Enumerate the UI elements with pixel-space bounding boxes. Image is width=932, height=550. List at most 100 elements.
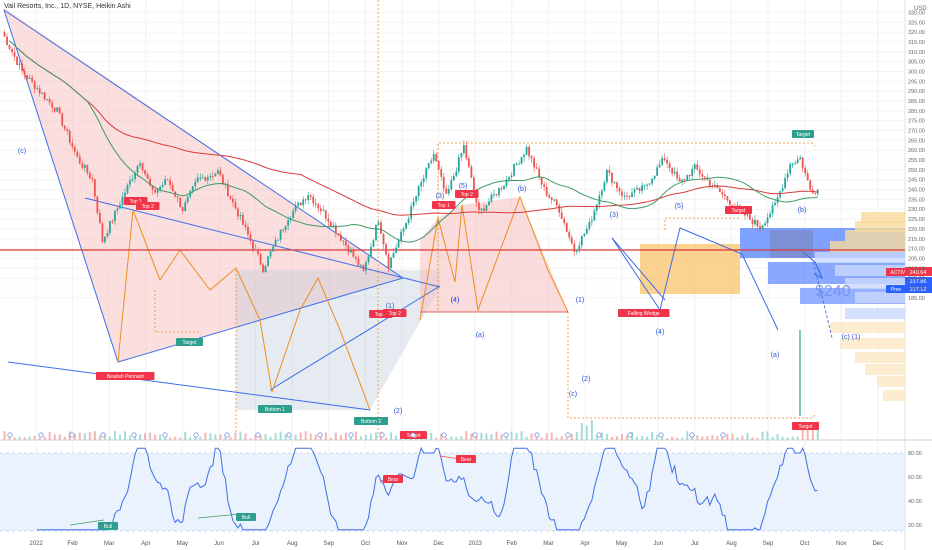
projection-dashed (812, 261, 833, 339)
candle-body (678, 178, 681, 182)
candle-body (467, 158, 470, 167)
candle-body (199, 177, 202, 179)
candle-body (570, 237, 573, 244)
volume-bar (580, 423, 583, 440)
candle-body (746, 214, 749, 216)
candle-body (365, 262, 367, 271)
candle-body (683, 179, 686, 181)
pattern-label-bg (725, 206, 752, 214)
candle-body (816, 189, 819, 194)
volume-bar (239, 431, 242, 440)
pattern-label: Bottom 2 (361, 419, 381, 425)
candle-body (16, 56, 18, 65)
volume-bar (480, 432, 483, 440)
candle-body (540, 176, 543, 185)
candle-body (6, 36, 8, 45)
moving-average-200 (9, 40, 818, 216)
candle-body (729, 200, 731, 206)
candle-body (708, 179, 711, 186)
candle-body (314, 203, 317, 205)
candle-body (495, 194, 498, 196)
candle-body (455, 171, 458, 176)
candle-body (565, 223, 568, 232)
volume-bar (129, 435, 132, 440)
candle-body (284, 225, 287, 230)
candle-body (309, 195, 312, 197)
candle-body (8, 44, 11, 49)
candle-body (196, 177, 199, 182)
event-marker (627, 432, 633, 438)
volume-bar (656, 434, 659, 440)
volume-bar (661, 435, 664, 440)
volume-bar (364, 434, 367, 440)
candle-body (264, 265, 267, 273)
candle-body (462, 145, 465, 154)
y-tick-label: 220.00 (908, 227, 925, 233)
candle-body (201, 177, 204, 179)
event-marker (69, 432, 75, 438)
event-marker (596, 432, 602, 438)
volume-bar (671, 436, 674, 440)
volume-profile-row (865, 364, 905, 375)
pattern-label: Top 2 (389, 311, 401, 317)
falling-wedge-lines (611, 227, 779, 331)
candle-body (764, 223, 766, 226)
side-badge: ACTIV (890, 270, 905, 276)
candle-body (232, 198, 234, 203)
y-tick-label: 210.00 (908, 247, 925, 253)
candle-body (578, 245, 581, 251)
volume-bar (254, 434, 257, 440)
volume-bar (736, 437, 739, 440)
volume-bar (450, 436, 453, 440)
volume-bar (369, 433, 372, 440)
candle-body (661, 158, 664, 165)
moving-average-50 (9, 40, 818, 243)
volume-bar (525, 436, 528, 440)
candle-body (781, 188, 784, 192)
candle-body (686, 175, 689, 181)
volume-bar (299, 432, 302, 440)
candle-body (651, 178, 653, 184)
volume-bar (48, 432, 51, 440)
candle-body (362, 264, 365, 271)
candle-body (415, 196, 418, 202)
candle-body (525, 146, 528, 155)
candle-body (41, 92, 44, 94)
volume-bar (274, 433, 277, 440)
event-marker (658, 432, 664, 438)
candle-body (372, 240, 375, 247)
volume-bar (169, 437, 172, 440)
candle-body (412, 201, 415, 207)
volume-bar (615, 436, 618, 440)
candle-body (417, 186, 420, 197)
volume-bar (139, 434, 142, 440)
volume-bar (590, 420, 593, 440)
candle-body (181, 207, 184, 212)
volume-bar (435, 437, 438, 440)
candle-body (382, 233, 385, 245)
candle-body (799, 157, 802, 160)
candle-body (656, 167, 659, 176)
y-tick-label: 275.00 (908, 119, 925, 125)
candle-body (124, 192, 126, 197)
candle-body (327, 218, 330, 222)
volume-bar (641, 436, 644, 440)
volume-bar (600, 432, 603, 440)
y-tick-label: 285.00 (908, 99, 925, 105)
x-tick-label: Nov (397, 541, 408, 547)
volume-bar (113, 431, 116, 440)
candle-body (688, 175, 691, 177)
candle-body (616, 182, 618, 189)
event-marker (7, 432, 13, 438)
pattern-zigzag-orange (117, 209, 371, 411)
candle-body (349, 250, 352, 253)
candle-body (73, 146, 76, 152)
candle-body (144, 170, 146, 175)
candle-body (452, 175, 455, 181)
wave-label: (a) (476, 332, 485, 339)
pattern-label-bg (618, 309, 670, 317)
wave-label: (2) (394, 408, 403, 415)
candle-body (646, 184, 648, 186)
